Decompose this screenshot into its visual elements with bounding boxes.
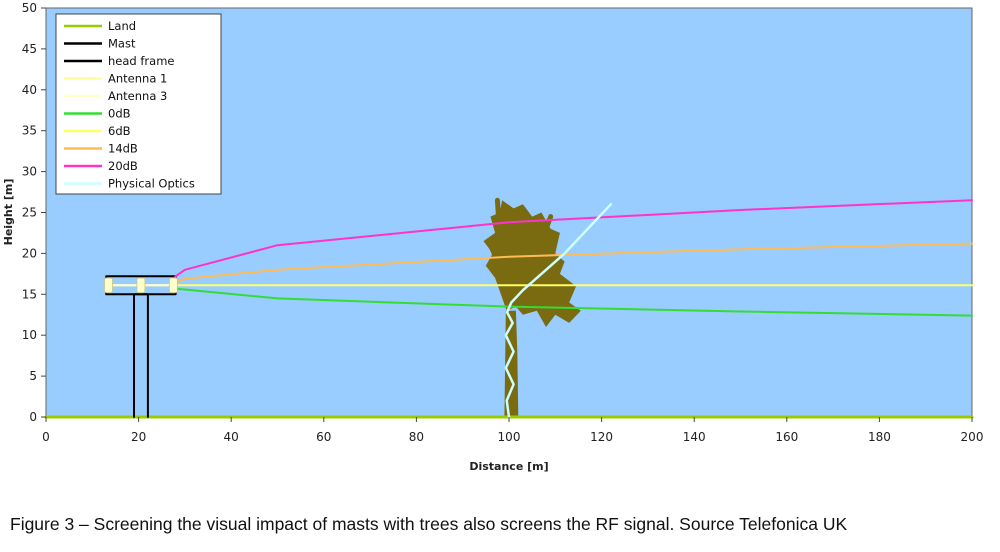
x-tick-label-3: 60 [316,430,331,444]
x-tick-label-5: 100 [498,430,521,444]
x-tick-label-4: 80 [409,430,424,444]
series-20db [170,199,973,285]
y-tick-label-10: 50 [22,1,37,15]
legend-label-physical-optics: Physical Optics [108,177,195,191]
legend-label-6db: 6dB [108,124,131,138]
tree-branch-1 [487,242,512,289]
y-tick-label-2: 10 [22,328,37,342]
legend: Land Mast head frame Antenna 1 Antenna 3 0dB 6… [55,13,222,195]
legend-label-0db: 0dB [108,107,131,121]
x-tick-label-8: 160 [775,430,798,444]
figure-caption: Figure 3 – Screening the visual impact o… [10,514,848,534]
x-tick-label-1: 20 [131,430,146,444]
x-tick-label-7: 140 [683,430,706,444]
legend-label-antenna-1: Antenna 1 [108,72,167,86]
legend-label-antenna-3: Antenna 3 [108,89,167,103]
legend-label-head-frame: head frame [108,54,174,68]
x-tick-label-2: 40 [224,430,239,444]
y-tick-label-3: 15 [22,287,37,301]
legend-label-20db: 20dB [108,159,138,173]
x-tick-label-10: 200 [961,430,984,444]
chart: 0 20 40 60 80 100 120 140 160 180 200 0 5 10 15 20 25 30 3… [2,1,984,473]
legend-label-14db: 14dB [108,142,138,156]
y-tick-label-9: 45 [22,42,37,56]
y-tick-label-6: 30 [22,165,37,179]
y-tick-label-5: 25 [22,206,37,220]
y-tick-label-4: 20 [22,246,37,260]
y-tick-label-7: 35 [22,124,37,138]
x-tick-label-9: 180 [868,430,891,444]
antenna-block-2 [168,277,178,294]
tree-branch-0 [494,197,503,240]
tree-silhouette [483,197,581,417]
y-axis-title: Height [m] [2,179,15,246]
axes-layer: 0 20 40 60 80 100 120 140 160 180 200 0 5 10 15 20 25 30 3… [22,1,984,444]
tree-branch-3 [520,234,549,265]
antenna-block-0 [104,277,113,294]
antenna-block-1 [136,277,146,294]
legend-label-land: Land [108,19,136,33]
y-tick-label-0: 0 [29,410,37,424]
series-physical-optics [504,203,613,419]
series-14db [170,242,973,286]
legend-label-mast: Mast [108,37,136,51]
x-tick-label-0: 0 [42,430,50,444]
y-tick-label-1: 5 [29,369,37,383]
y-tick-label-8: 40 [22,83,37,97]
x-tick-label-6: 120 [590,430,613,444]
x-axis-title: Distance [m] [469,460,548,473]
